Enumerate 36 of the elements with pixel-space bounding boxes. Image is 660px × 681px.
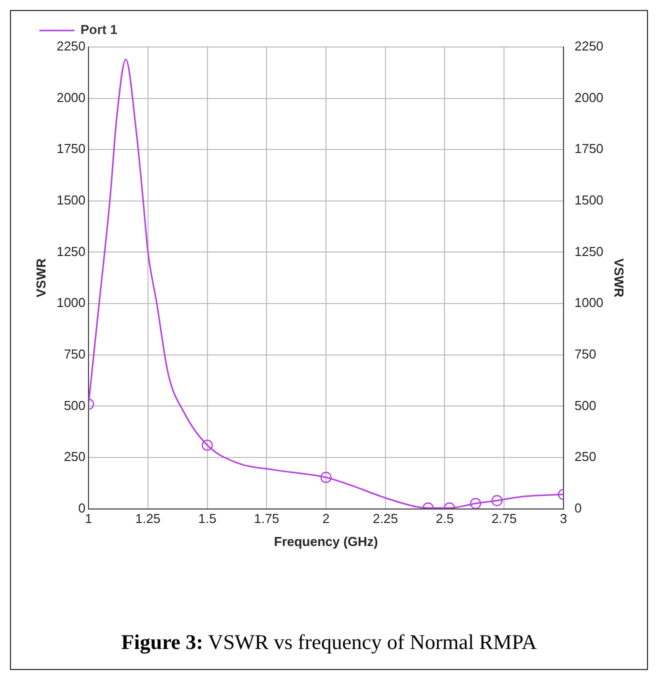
caption: Figure 3: VSWR vs frequency of Normal RMPA — [120, 630, 538, 655]
y2-tick-label: 1500 — [574, 192, 604, 208]
point — [320, 472, 332, 483]
y-tick-label: 1250 — [56, 244, 86, 259]
y2-tick-label: 500 — [574, 398, 596, 413]
y-axis-title: VSWR — [33, 258, 48, 298]
x-tick-label: 3 — [560, 511, 568, 526]
x-tick-label: 1 — [84, 511, 92, 526]
x-tick-label: 2.75 — [491, 511, 517, 526]
y-tick-label: 250 — [64, 449, 86, 464]
x-tick-label: 2.25 — [372, 511, 398, 526]
y-tick-label: 2000 — [56, 90, 86, 105]
point — [202, 440, 213, 451]
y-tick-label: 0 — [78, 500, 86, 516]
x-tick-label: 1.75 — [254, 511, 280, 526]
x-tick-label: 1.25 — [135, 511, 161, 526]
y2-tick-label: 250 — [574, 449, 596, 464]
y-tick-label: 750 — [64, 346, 86, 362]
y2-tick-label: 2250 — [574, 38, 604, 54]
y-tick-label: 500 — [64, 398, 86, 413]
x-tick-label: 2.5 — [436, 511, 454, 526]
y2-axis-title: VSWR — [612, 258, 627, 298]
y2-tick-label: 750 — [574, 346, 596, 362]
y-tick-label: 1500 — [56, 192, 86, 208]
y2-tick-label: 1250 — [574, 244, 604, 259]
y2-tick-label: 1750 — [574, 141, 604, 156]
y2-tick-label: 0 — [574, 500, 582, 516]
x-tick-label: 1.5 — [198, 511, 216, 526]
legend-label: Port 1 — [80, 22, 118, 38]
y-tick-label: 1000 — [56, 295, 86, 310]
x-axis-title: Frequency (GHz) — [274, 534, 378, 549]
y2-tick-label: 2000 — [574, 90, 604, 105]
y2-tick-label: 1000 — [574, 295, 604, 310]
y-tick-label: 2250 — [56, 38, 86, 54]
y-tick-label: 1750 — [56, 141, 86, 156]
x-tick-label: 2 — [322, 511, 330, 526]
